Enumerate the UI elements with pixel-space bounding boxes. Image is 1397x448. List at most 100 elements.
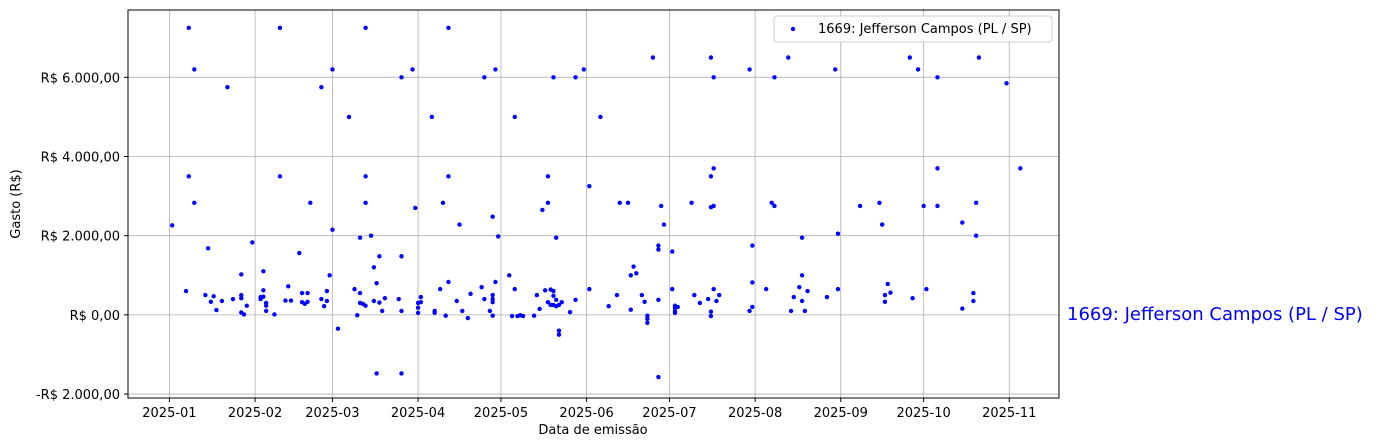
data-point [833, 67, 838, 72]
data-point [1004, 81, 1009, 86]
data-point [225, 85, 230, 90]
data-point [799, 298, 805, 304]
x-axis-ticks: 2025-01 2025-02 2025-03 2025-04 2025-05 2025-… [142, 398, 1036, 421]
data-point [183, 288, 189, 294]
data-point [495, 234, 501, 239]
y-tick-label: R$ 6.000,00 [41, 71, 120, 86]
x-tick-label: 2025-03 [305, 406, 359, 421]
data-point [374, 371, 379, 376]
data-point [261, 288, 266, 293]
data-point [631, 264, 636, 269]
data-point [429, 114, 435, 120]
data-point [971, 298, 976, 304]
data-point [877, 200, 882, 206]
data-point [567, 309, 573, 315]
data-point [639, 292, 645, 298]
data-point [335, 326, 341, 331]
grid [128, 10, 1059, 398]
data-point [711, 166, 716, 171]
data-point [377, 300, 382, 305]
data-point [479, 284, 484, 290]
data-point [327, 273, 332, 278]
data-point [446, 25, 451, 31]
legend-marker [790, 26, 796, 32]
data-point [321, 303, 327, 309]
data-point [512, 114, 517, 120]
data-point [363, 200, 368, 206]
data-point [670, 286, 675, 292]
data-point [399, 371, 404, 376]
data-point [935, 75, 940, 80]
data-point [573, 297, 578, 303]
data-point [468, 291, 473, 297]
data-point [241, 312, 247, 317]
y-axis-title: Gasto (R$) [9, 169, 24, 238]
side-label: 1669: Jefferson Campos (PL / SP) [1067, 304, 1363, 325]
data-point [305, 290, 310, 296]
data-point [634, 271, 639, 276]
data-point [324, 298, 330, 304]
data-point [219, 298, 225, 304]
data-point [440, 200, 446, 206]
data-point [297, 250, 302, 256]
data-point [625, 200, 631, 206]
data-point [976, 55, 982, 60]
data-point [788, 308, 794, 314]
data-point [556, 328, 562, 333]
data-point [545, 299, 551, 305]
data-point [559, 299, 564, 305]
data-point [554, 235, 559, 240]
data-point [573, 75, 578, 80]
data-point [382, 296, 388, 301]
data-point [512, 286, 517, 292]
x-tick-label: 2025-04 [391, 406, 445, 421]
data-point [747, 67, 752, 72]
data-point [835, 231, 841, 236]
data-point [352, 286, 357, 292]
data-point [747, 308, 752, 314]
data-point [371, 298, 377, 304]
data-point [885, 281, 890, 287]
data-point [714, 298, 719, 304]
x-tick-label: 2025-06 [559, 406, 613, 421]
data-point [509, 313, 515, 319]
data-point [650, 55, 656, 60]
data-point [542, 288, 548, 293]
data-point [645, 316, 650, 322]
data-point [531, 313, 537, 318]
x-tick-label: 2025-07 [642, 406, 696, 421]
data-point [551, 288, 556, 294]
data-point [907, 55, 913, 60]
data-point [520, 313, 526, 319]
data-point [399, 254, 404, 259]
x-axis-title: Data de emissão [538, 423, 647, 438]
data-point [418, 294, 424, 300]
data-point [708, 313, 714, 319]
data-points [170, 25, 1023, 380]
data-point [617, 200, 622, 206]
data-point [170, 223, 175, 228]
data-point [656, 247, 661, 252]
data-point [675, 304, 680, 310]
data-point [261, 269, 266, 274]
data-point [879, 222, 885, 227]
data-point [614, 292, 620, 298]
data-point [214, 307, 219, 313]
y-tick-label: -R$ 2.000,00 [36, 388, 120, 403]
data-point [324, 288, 330, 294]
data-point [705, 296, 711, 302]
data-point [799, 235, 805, 240]
data-point [711, 286, 716, 292]
data-point [658, 203, 664, 209]
data-point [186, 25, 191, 31]
data-point [711, 75, 716, 80]
data-point [537, 306, 542, 312]
data-point [277, 25, 283, 31]
data-point [882, 299, 888, 304]
data-point [805, 288, 810, 294]
data-point [330, 67, 335, 72]
x-tick-label: 2025-10 [896, 406, 950, 421]
data-point [924, 286, 929, 292]
data-point [192, 67, 197, 72]
data-point [642, 299, 647, 304]
